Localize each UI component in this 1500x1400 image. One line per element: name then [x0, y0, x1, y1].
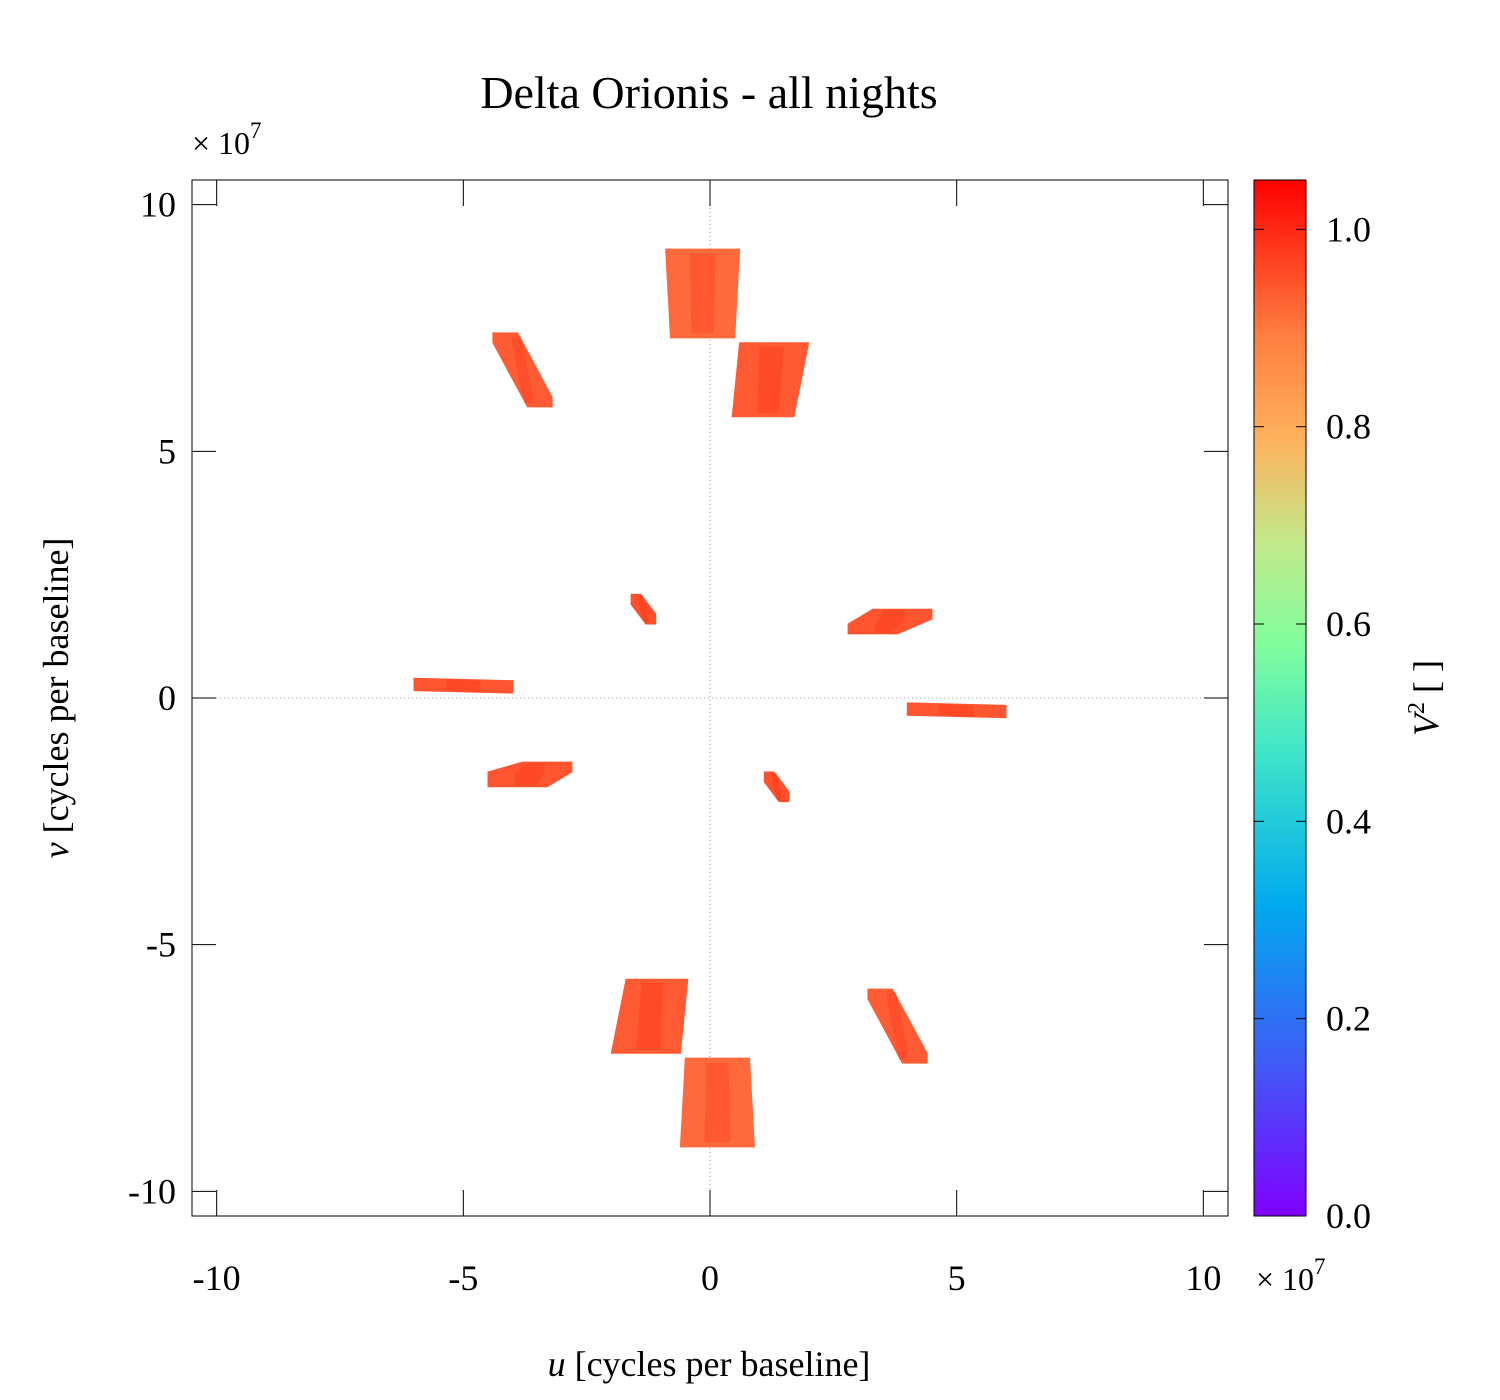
x-axis-label: u [cycles per baseline]	[548, 1344, 871, 1384]
colorbar-tick-label: 0.4	[1326, 801, 1371, 841]
y-tick-label: -10	[128, 1171, 176, 1211]
x-tick-label: 0	[701, 1258, 719, 1298]
colorbar-tick-label: 0.6	[1326, 604, 1371, 644]
colorbar-tick-label: 0.8	[1326, 407, 1371, 447]
colorbar-tick-label: 0.0	[1326, 1196, 1371, 1236]
y-axis-ticks: -10 -5 0 5 10	[128, 185, 1228, 1211]
uv-region-6-core	[446, 679, 481, 693]
y-axis-label-var: v	[36, 842, 76, 858]
x-multiplier-base: × 10	[1256, 1261, 1314, 1297]
y-tick-label: -5	[146, 925, 176, 965]
y-tick-label: 5	[158, 431, 176, 471]
colorbar-label-text: [ ]	[1406, 660, 1446, 702]
uv-region-3-core	[512, 336, 533, 404]
colorbar-label: V2 [ ]	[1404, 660, 1446, 736]
x-tick-label: 10	[1185, 1258, 1221, 1298]
uv-region-12-core	[704, 1062, 731, 1143]
y-multiplier-base: × 10	[192, 125, 250, 161]
y-tick-label: 10	[140, 185, 176, 225]
plot-area: -10 -5 0 5 10 -10 -5 0 5 10	[128, 179, 1229, 1298]
colorbar-tick-label: 1.0	[1326, 209, 1371, 249]
uv-region-8-core	[515, 763, 545, 786]
uv-region-1-core	[689, 253, 716, 334]
colorbar-label-sup: 2	[1404, 702, 1430, 714]
colorbar-ticks: 0.0 0.2 0.4 0.6 0.8 1.0	[1254, 209, 1371, 1236]
uv-region-4-core	[639, 595, 648, 623]
colorbar-label-var: V	[1406, 710, 1446, 736]
chart-title: Delta Orionis - all nights	[480, 67, 937, 118]
x-multiplier-exponent: 7	[1314, 1254, 1326, 1279]
y-multiplier-label: × 107	[192, 118, 262, 161]
zero-grid-lines	[192, 180, 1228, 1216]
uv-region-5-core	[875, 610, 905, 633]
x-tick-label: -10	[193, 1258, 241, 1298]
x-axis-label-text: [cycles per baseline]	[566, 1344, 871, 1384]
x-axis-label-var: u	[548, 1344, 566, 1384]
uv-region-7-core	[939, 703, 974, 717]
x-tick-label: -5	[448, 1258, 478, 1298]
colorbar: 0.0 0.2 0.4 0.6 0.8 1.0 V2 [ ]	[1253, 179, 1446, 1236]
y-multiplier-exponent: 7	[250, 118, 262, 143]
y-axis-label-text: [cycles per baseline]	[36, 538, 76, 843]
x-axis-ticks: -10 -5 0 5 10	[193, 180, 1221, 1298]
colorbar-gradient	[1253, 179, 1307, 1217]
uv-region-11-core	[636, 982, 663, 1050]
uv-region-9-core	[772, 773, 781, 801]
colorbar-tick-label: 0.2	[1326, 999, 1371, 1039]
uv-region-2-core	[757, 346, 784, 414]
uv-region-10-core	[887, 992, 908, 1060]
x-multiplier-label: × 107	[1256, 1254, 1326, 1297]
y-axis-label: v [cycles per baseline]	[36, 538, 76, 859]
y-tick-label: 0	[158, 678, 176, 718]
uv-regions	[413, 248, 1007, 1148]
x-tick-label: 5	[948, 1258, 966, 1298]
